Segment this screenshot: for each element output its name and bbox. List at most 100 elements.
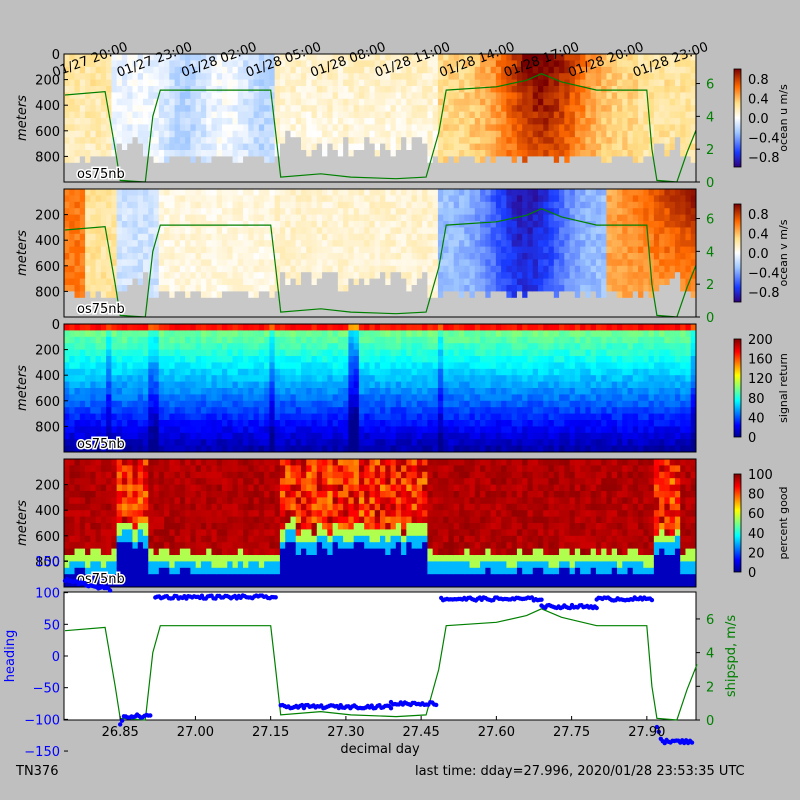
colorbar-tick-label: 0.8	[748, 73, 769, 88]
speed-tick-label: 6	[706, 213, 714, 228]
instrument-label-halo: os75nb	[77, 572, 125, 587]
heading-point	[107, 588, 113, 593]
speed-tick-label: 2	[706, 143, 714, 158]
colorbar-tick-label: 0.0	[748, 247, 769, 262]
heatmap-cells-3	[64, 459, 696, 587]
instrument-label: os75nb	[77, 167, 125, 182]
colorbar-tick-label: 60	[748, 507, 765, 522]
heading-point	[434, 702, 439, 708]
y-axis-label: meters	[15, 95, 30, 141]
colorbar-3	[733, 473, 742, 573]
heading-axis-label: heading	[3, 630, 18, 683]
cruise-id: TN376	[16, 764, 59, 779]
y-tick-label: 400	[35, 234, 60, 249]
shipspd-tick-label: 2	[706, 680, 714, 695]
colorbar-tick-label: 20	[748, 546, 765, 561]
heading-point	[273, 595, 278, 600]
x-tick-label: 27.75	[553, 725, 590, 740]
heading-tick-label: −150	[24, 745, 60, 760]
y-tick-label: 600	[35, 260, 60, 275]
heading-tick-label: −50	[33, 682, 60, 697]
colorbar-tick-label: −0.8	[748, 286, 780, 301]
instrument-label: os75nb	[77, 572, 125, 587]
heading-point	[654, 724, 660, 730]
speed-tick-label: 4	[706, 110, 714, 125]
panel-frame-0	[63, 53, 697, 183]
y-axis-label: meters	[15, 500, 30, 546]
colorbar-label: ocean v m/s	[777, 219, 790, 286]
colorbar-tick-label: 0.4	[748, 227, 769, 242]
colorbar-label: signal return	[777, 353, 790, 423]
colorbar-tick-label: 40	[748, 527, 765, 542]
colorbar-tick-label: 40	[748, 411, 765, 426]
x-tick-label: 27.90	[628, 725, 665, 740]
instrument-label-halo: os75nb	[77, 437, 125, 452]
colorbar-tick-label: 80	[748, 488, 765, 503]
panel-frame-2	[63, 323, 697, 453]
colorbar-tick-label: 120	[748, 372, 773, 387]
shipspd-tick-label: 0	[706, 714, 714, 729]
x-tick-label: 26.85	[102, 725, 139, 740]
y-tick-label: 800	[35, 285, 60, 300]
y-tick-label: 800	[35, 555, 60, 570]
instrument-label-halo: os75nb	[77, 302, 125, 317]
colorbar-1	[733, 203, 742, 303]
x-tick-label: 27.15	[252, 725, 289, 740]
y-tick-label: 800	[35, 420, 60, 435]
panel-frame-4	[63, 591, 697, 721]
heading-point	[656, 729, 661, 734]
heading-point	[118, 722, 123, 727]
colorbar-tick-label: 160	[748, 353, 773, 368]
colorbar-tick-label: 0.8	[748, 208, 769, 223]
x-axis-label: decimal day	[340, 742, 420, 757]
colorbar-tick-label: −0.4	[748, 267, 780, 282]
instrument-label: os75nb	[77, 302, 125, 317]
colorbar-tick-label: 100	[748, 468, 773, 483]
y-tick-label: 600	[35, 125, 60, 140]
y-tick-label: 400	[35, 369, 60, 384]
y-tick-label: 800	[35, 150, 60, 165]
heading-point	[148, 713, 153, 718]
colorbar-tick-label: 0.0	[748, 112, 769, 127]
speed-tick-label: 0	[706, 311, 714, 326]
colorbar-0	[733, 68, 742, 168]
y-tick-label: 200	[35, 479, 60, 494]
colorbar-2	[733, 338, 742, 438]
y-tick-label: 0	[52, 318, 60, 333]
y-axis-label: meters	[15, 230, 30, 276]
heading-tick-label: 100	[35, 587, 60, 602]
shipspd-tick-label: 6	[706, 613, 714, 628]
shipspd-tick-label: 4	[706, 647, 714, 662]
colorbar-tick-label: −0.8	[748, 151, 780, 166]
heading-point	[649, 597, 655, 603]
instrument-label-halo: os75nb	[77, 167, 125, 182]
last-time-label: last time: dday=27.996, 2020/01/28 23:53…	[415, 764, 745, 779]
heading-point	[388, 706, 394, 711]
heading-tick-label: 150	[35, 555, 60, 570]
speed-tick-label: 2	[706, 278, 714, 293]
y-tick-label: 600	[35, 395, 60, 410]
colorbar-tick-label: 0	[748, 431, 756, 446]
colorbar-label: ocean u m/s	[777, 84, 790, 152]
heading-tick-label: −100	[24, 713, 60, 728]
y-axis-label: meters	[15, 365, 30, 411]
instrument-label: os75nb	[77, 437, 125, 452]
heatmap-cells-2	[64, 324, 696, 452]
heading-tick-label: 0	[52, 650, 60, 665]
y-tick-label: 400	[35, 99, 60, 114]
colorbar-tick-label: 80	[748, 392, 765, 407]
x-tick-label: 27.00	[177, 725, 214, 740]
heatmap-cells-1	[64, 189, 696, 317]
colorbar-tick-label: 0	[748, 566, 756, 581]
heading-point	[539, 597, 544, 602]
speed-line	[64, 208, 696, 317]
heading-point	[594, 605, 599, 611]
y-tick-label: 600	[35, 530, 60, 545]
colorbar-tick-label: 0.4	[748, 92, 769, 107]
colorbar-tick-label: 200	[748, 333, 773, 348]
y-tick-label: 0	[52, 48, 60, 63]
speed-tick-label: 4	[706, 245, 714, 260]
y-tick-label: 200	[35, 344, 60, 359]
colorbar-label: percent good	[777, 486, 790, 559]
